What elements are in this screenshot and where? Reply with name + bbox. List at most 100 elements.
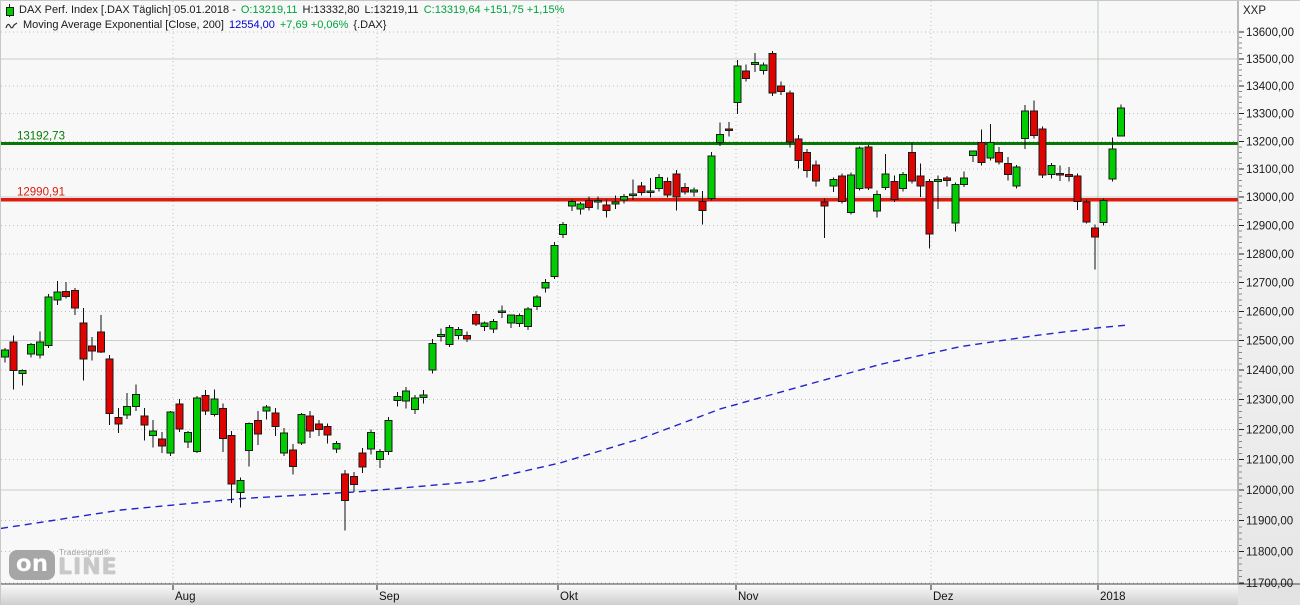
- candle[interactable]: [471, 313, 480, 325]
- candle[interactable]: [532, 296, 541, 307]
- candle[interactable]: [88, 345, 97, 352]
- candle[interactable]: [79, 322, 88, 360]
- candle[interactable]: [1038, 128, 1047, 176]
- candle[interactable]: [253, 420, 262, 435]
- candle[interactable]: [759, 64, 768, 71]
- candle[interactable]: [1047, 165, 1056, 176]
- candle[interactable]: [707, 155, 716, 200]
- candle[interactable]: [1021, 110, 1030, 139]
- candle[interactable]: [820, 201, 829, 207]
- candle[interactable]: [628, 193, 637, 197]
- candle[interactable]: [349, 475, 358, 486]
- candle[interactable]: [375, 450, 384, 461]
- candle[interactable]: [698, 200, 707, 211]
- candle[interactable]: [410, 397, 419, 410]
- candle[interactable]: [829, 178, 838, 187]
- plot-area[interactable]: [1, 1, 1238, 584]
- candle[interactable]: [559, 224, 568, 235]
- candle[interactable]: [593, 200, 602, 203]
- candle[interactable]: [271, 412, 280, 428]
- candle[interactable]: [480, 322, 489, 328]
- candle[interactable]: [942, 177, 951, 181]
- candle[interactable]: [960, 177, 969, 185]
- candle[interactable]: [742, 70, 751, 80]
- candle[interactable]: [35, 341, 44, 356]
- candle[interactable]: [245, 423, 254, 452]
- candle[interactable]: [498, 310, 507, 314]
- candle[interactable]: [995, 151, 1004, 163]
- candle[interactable]: [1117, 107, 1126, 137]
- candle[interactable]: [384, 420, 393, 452]
- candle[interactable]: [1064, 174, 1073, 177]
- candle[interactable]: [1003, 163, 1012, 176]
- candle[interactable]: [567, 200, 576, 207]
- candle[interactable]: [166, 411, 175, 454]
- candle[interactable]: [637, 185, 646, 194]
- candle[interactable]: [236, 479, 245, 494]
- candle[interactable]: [646, 190, 655, 194]
- candle[interactable]: [768, 53, 777, 94]
- candle[interactable]: [907, 151, 916, 182]
- candle[interactable]: [873, 193, 881, 212]
- candle[interactable]: [201, 394, 210, 412]
- bottom-time-axis[interactable]: Aug Sep Okt Nov Dez 2018: [172, 585, 1126, 603]
- candle[interactable]: [149, 430, 158, 437]
- candle[interactable]: [951, 183, 960, 224]
- candle[interactable]: [105, 358, 114, 415]
- candle[interactable]: [672, 173, 681, 198]
- candle[interactable]: [131, 393, 140, 407]
- candle[interactable]: [724, 128, 733, 131]
- candle[interactable]: [96, 331, 105, 353]
- right-axis-strip[interactable]: [1238, 1, 1300, 584]
- candle[interactable]: [280, 432, 289, 454]
- candle[interactable]: [855, 147, 864, 190]
- candle[interactable]: [846, 174, 855, 214]
- price-level-lines[interactable]: [1, 141, 1238, 202]
- candle[interactable]: [192, 397, 201, 452]
- candle[interactable]: [655, 176, 663, 190]
- right-price-axis[interactable]: 11700,00 11800,00 11900,00 12000,00 12100,00…: [1239, 5, 1294, 590]
- candle[interactable]: [925, 181, 934, 235]
- candle[interactable]: [663, 181, 672, 196]
- candle[interactable]: [393, 396, 402, 401]
- candle[interactable]: [62, 291, 71, 297]
- candle[interactable]: [445, 327, 454, 345]
- candle[interactable]: [175, 403, 184, 430]
- candle[interactable]: [463, 334, 472, 340]
- candle[interactable]: [210, 398, 219, 416]
- candle[interactable]: [323, 426, 332, 436]
- candle[interactable]: [986, 142, 995, 159]
- candle[interactable]: [219, 408, 227, 440]
- candle[interactable]: [114, 417, 123, 425]
- candles[interactable]: [1, 50, 1126, 531]
- candle[interactable]: [297, 414, 306, 444]
- candle[interactable]: [681, 186, 690, 193]
- ema-200-line[interactable]: [1, 324, 1130, 530]
- candle[interactable]: [1108, 148, 1117, 180]
- candle[interactable]: [1099, 200, 1108, 224]
- candle[interactable]: [777, 85, 786, 93]
- candle[interactable]: [890, 181, 899, 200]
- candle[interactable]: [838, 175, 847, 202]
- candle[interactable]: [934, 179, 943, 182]
- candle[interactable]: [689, 189, 698, 193]
- candle[interactable]: [53, 291, 62, 301]
- candle[interactable]: [367, 432, 376, 450]
- bottom-axis-strip[interactable]: [1, 584, 1238, 605]
- candle[interactable]: [358, 452, 367, 468]
- candle[interactable]: [811, 164, 820, 182]
- candle[interactable]: [27, 343, 36, 355]
- candle[interactable]: [341, 473, 350, 501]
- candle[interactable]: [541, 282, 550, 289]
- candle[interactable]: [288, 449, 297, 467]
- candle[interactable]: [977, 142, 986, 163]
- candle[interactable]: [899, 174, 908, 190]
- candle[interactable]: [1012, 166, 1021, 187]
- candle[interactable]: [916, 175, 925, 187]
- candle[interactable]: [785, 92, 794, 143]
- candle[interactable]: [733, 65, 742, 104]
- candle[interactable]: [9, 341, 18, 372]
- candle[interactable]: [140, 415, 149, 426]
- candle[interactable]: [506, 314, 515, 324]
